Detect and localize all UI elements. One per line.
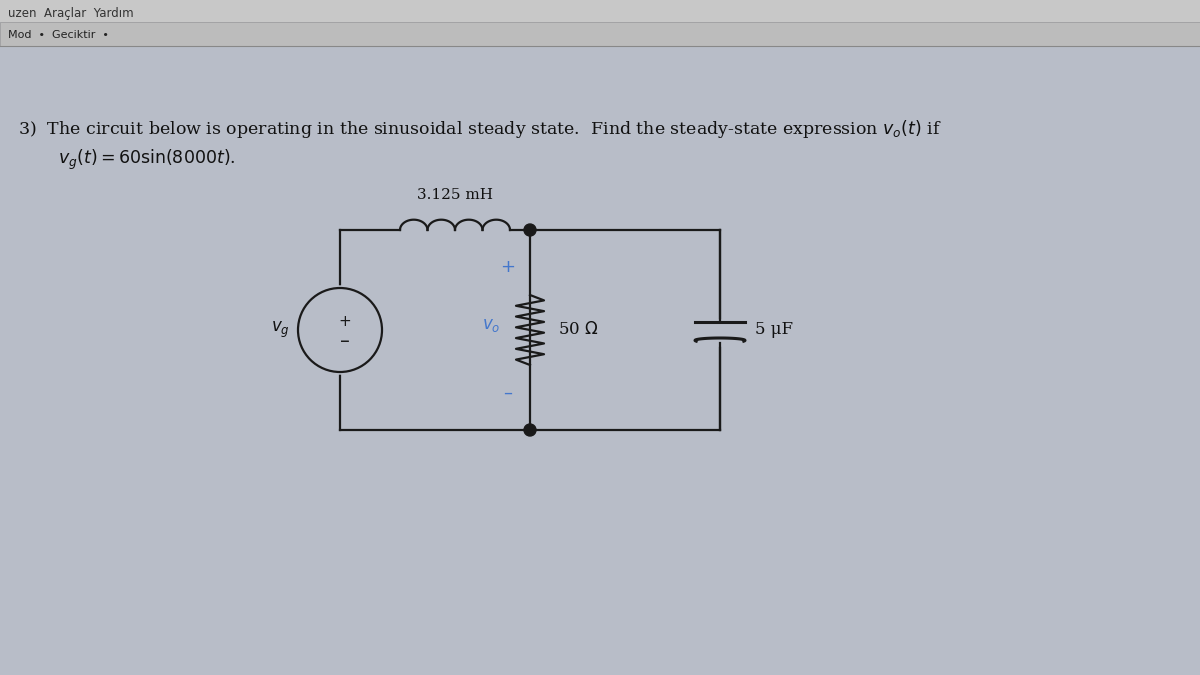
Text: –: – (340, 333, 350, 352)
Text: –: – (504, 384, 512, 402)
Text: $v_g(t) = 60\sin(8000t)$.: $v_g(t) = 60\sin(8000t)$. (58, 148, 235, 172)
Text: +: + (500, 258, 516, 276)
Text: 3)  The circuit below is operating in the sinusoidal steady state.  Find the ste: 3) The circuit below is operating in the… (18, 118, 942, 140)
Text: $v_g$: $v_g$ (271, 320, 289, 340)
Text: Mod  •  Geciktir  •: Mod • Geciktir • (8, 30, 109, 40)
Text: 3.125 mH: 3.125 mH (418, 188, 493, 202)
Text: +: + (338, 315, 352, 329)
Circle shape (296, 286, 384, 374)
Text: 5 μF: 5 μF (755, 321, 793, 338)
FancyBboxPatch shape (0, 22, 1200, 46)
Text: $v_o$: $v_o$ (481, 317, 500, 333)
FancyBboxPatch shape (0, 0, 1200, 22)
Text: uzen  Araçlar  Yardım: uzen Araçlar Yardım (8, 7, 133, 20)
Circle shape (298, 288, 382, 372)
Circle shape (524, 424, 536, 436)
Circle shape (524, 224, 536, 236)
Text: 50 $\Omega$: 50 $\Omega$ (558, 321, 599, 338)
